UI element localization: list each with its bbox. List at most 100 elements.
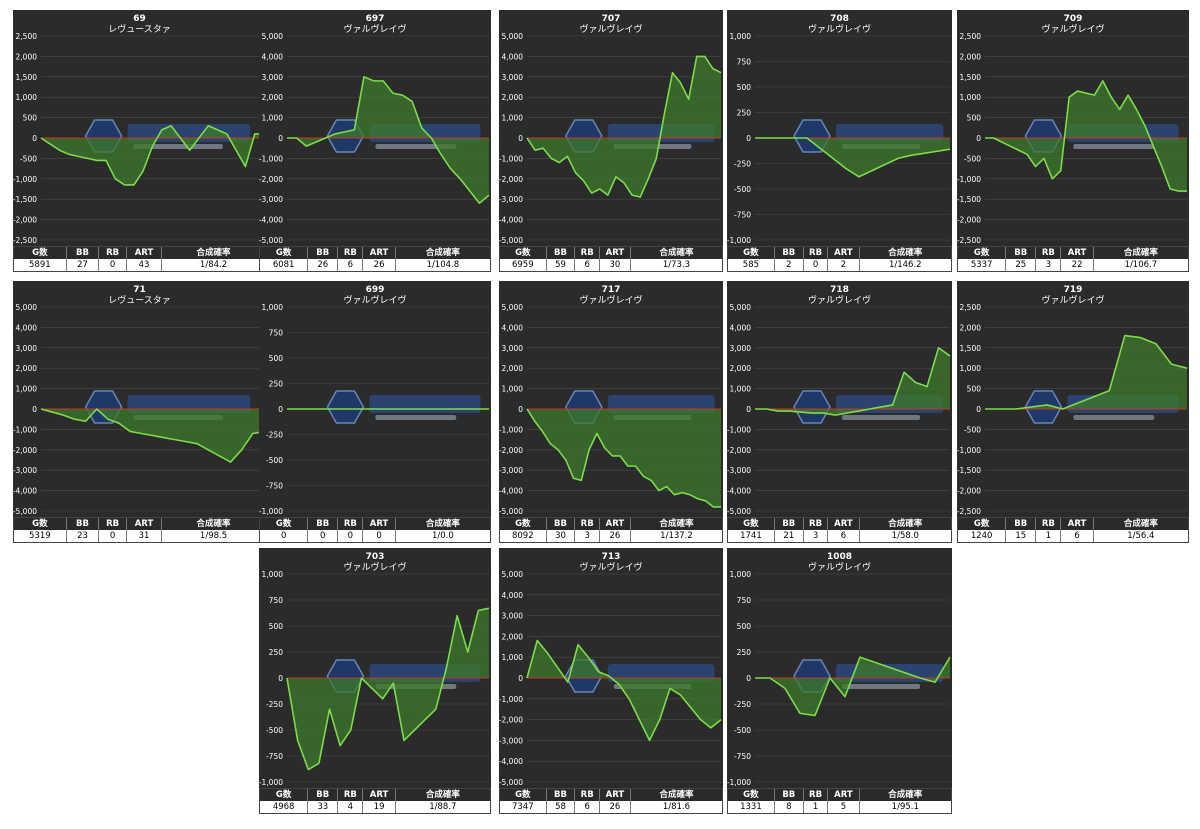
- stats-header-row: G数 BB RB ART 合成確率: [728, 789, 951, 801]
- stats-header-row: G数 BB RB ART 合成確率: [500, 789, 722, 801]
- stats-table: G数 BB RB ART 合成確率 6959 59 6 30 1/73.3: [499, 246, 723, 272]
- stats-value-row: 5319 23 0 31 1/98.5: [14, 530, 265, 542]
- series-area: [755, 347, 950, 416]
- y-tick-label: -500: [964, 425, 981, 434]
- stats-header-cell: 合成確率: [888, 519, 923, 529]
- stats-header-row: G数 BB RB ART 合成確率: [728, 247, 951, 259]
- y-tick-label: 0: [746, 405, 751, 414]
- chart-subtitle: ヴァルヴレイヴ: [1041, 294, 1104, 306]
- series-area: [287, 76, 489, 204]
- y-tick-label: 500: [269, 622, 284, 631]
- series-line: [286, 607, 490, 771]
- stats-header-cell: G数: [14, 247, 67, 259]
- stats-value-cell: 26: [600, 530, 631, 542]
- stats-value-cell: 6: [338, 259, 364, 271]
- stats-value-row: 5337 25 3 22 1/106.7: [958, 259, 1188, 271]
- stats-header-row: G数 BB RB ART 合成確率: [14, 518, 265, 530]
- y-tick-label: 0: [32, 134, 37, 143]
- y-tick-label: -2,500: [957, 507, 981, 516]
- y-tick-label: 2,000: [960, 52, 982, 61]
- y-tick-label: 1,000: [502, 385, 524, 394]
- stats-header-cell: 合成確率: [425, 248, 460, 258]
- slot-chart-panel: 708 ヴァルヴレイヴ 1,000 750 500 250 0 -250 -500 -750 -1,…: [727, 10, 952, 272]
- chart-title: 717: [602, 285, 621, 295]
- logo-subtext-bar: [842, 684, 920, 689]
- stats-header-cell: RB: [338, 518, 364, 530]
- logo-subtext-bar: [1073, 415, 1155, 420]
- y-tick-label: -1,000: [957, 175, 981, 184]
- y-tick-label: -750: [734, 752, 751, 761]
- stats-value-cell: 31: [127, 530, 163, 542]
- stats-value-cell: 1/73.3: [662, 260, 691, 270]
- stats-header-row: G数 BB RB ART 合成確率: [500, 518, 722, 530]
- stats-header-cell: 合成確率: [659, 248, 694, 258]
- y-tick-label: 2,500: [960, 32, 982, 41]
- stats-value-row: 0 0 0 0 1/0.0: [260, 530, 490, 542]
- stats-header-cell: ART: [828, 789, 860, 801]
- y-tick-label: 4,000: [502, 323, 524, 332]
- stats-value-row: 7347 58 6 26 1/81.6: [500, 801, 722, 813]
- y-tick-label: 5,000: [16, 303, 38, 312]
- y-tick-label: -1,000: [957, 446, 981, 455]
- stats-header-cell: RB: [575, 247, 600, 259]
- stats-header-cell: ART: [1061, 518, 1094, 530]
- stats-header-cell: RB: [1036, 247, 1062, 259]
- y-tick-label: -2,500: [13, 236, 37, 245]
- series-area: [527, 56, 721, 198]
- chart-subtitle: レヴュースタァ: [108, 294, 171, 306]
- stats-header-row: G数 BB RB ART 合成確率: [14, 247, 265, 259]
- y-tick-label: -5,000: [499, 236, 523, 245]
- stats-table: G数 BB RB ART 合成確率 5891 27 0 43 1/84.2: [13, 246, 266, 272]
- chart-subtitle: ヴァルヴレイヴ: [343, 561, 406, 573]
- stats-table: G数 BB RB ART 合成確率 1240 15 1 6 1/56.4: [957, 517, 1189, 543]
- stats-value-cell: 1/146.2: [888, 260, 922, 270]
- stats-header-cell: RB: [99, 518, 127, 530]
- stats-header-cell: RB: [99, 247, 127, 259]
- stats-table: G数 BB RB ART 合成確率 4968 33 4 19 1/88.7: [259, 788, 491, 814]
- chart-title: 719: [1064, 285, 1083, 295]
- stats-value-cell: 30: [600, 259, 631, 271]
- stats-header-cell: ART: [1061, 247, 1094, 259]
- stats-value-cell: 1/88.7: [429, 802, 457, 812]
- y-tick-label: 250: [269, 648, 284, 657]
- stats-header-cell: BB: [308, 789, 339, 801]
- stats-value-cell: 0: [363, 530, 396, 542]
- y-tick-label: 0: [518, 134, 523, 143]
- y-tick-label: -1,000: [259, 154, 283, 163]
- stats-value-cell: 19: [363, 801, 396, 813]
- stats-value-row: 8092 30 3 26 1/137.2: [500, 530, 722, 542]
- series-line: [985, 80, 1187, 192]
- series-line: [287, 76, 490, 205]
- y-tick-label: -4,000: [499, 757, 523, 766]
- y-tick-label: -4,000: [499, 487, 523, 496]
- chart-title: 697: [366, 14, 385, 24]
- stats-value-cell: 1/58.0: [891, 531, 919, 541]
- y-tick-label: -750: [266, 752, 283, 761]
- y-tick-label: -500: [734, 726, 751, 735]
- stats-header-cell: BB: [1006, 247, 1037, 259]
- stats-value-cell: 15: [1006, 530, 1037, 542]
- logo-subtext-bar: [375, 415, 457, 420]
- y-tick-label: -2,000: [13, 446, 37, 455]
- y-tick-label: 1,000: [502, 653, 524, 662]
- y-tick-label: -3,000: [499, 736, 523, 745]
- stats-value-cell: 59: [547, 259, 576, 271]
- stats-header-cell: BB: [308, 518, 339, 530]
- y-tick-label: 3,000: [502, 344, 524, 353]
- chart-title: 699: [366, 285, 385, 295]
- stats-value-cell: 0: [99, 259, 127, 271]
- stats-header-cell: BB: [775, 247, 804, 259]
- stats-table: G数 BB RB ART 合成確率 5337 25 3 22 1/106.7: [957, 246, 1189, 272]
- stats-header-cell: 合成確率: [425, 790, 460, 800]
- y-tick-label: 1,500: [960, 73, 982, 82]
- y-tick-label: 5,000: [502, 32, 524, 41]
- y-tick-label: -250: [734, 700, 751, 709]
- stats-value-cell: 26: [600, 801, 631, 813]
- slot-chart-panel: 718 ヴァルヴレイヴ 5,000 4,000 3,000 2,000 1,000 0 -1,0…: [727, 281, 952, 543]
- chart-title: 718: [830, 285, 849, 295]
- stats-header-cell: G数: [728, 518, 775, 530]
- stats-value-row: 4968 33 4 19 1/88.7: [260, 801, 490, 813]
